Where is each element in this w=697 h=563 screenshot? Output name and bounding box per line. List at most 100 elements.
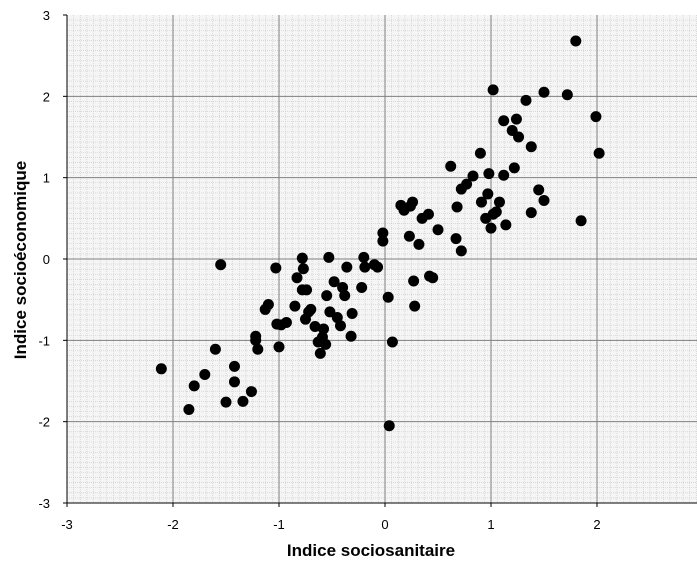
data-point (273, 341, 285, 353)
data-point (467, 170, 479, 182)
data-point (500, 219, 512, 231)
data-point (289, 300, 301, 312)
data-point (407, 196, 419, 208)
data-point (377, 227, 389, 239)
major-gridlines (67, 15, 697, 503)
data-point (314, 347, 326, 359)
data-point (575, 215, 587, 227)
data-point (262, 299, 274, 311)
x-tick-label: 2 (593, 517, 600, 532)
data-point (334, 320, 346, 332)
y-tick-label: -3 (38, 496, 50, 511)
data-point (508, 162, 520, 174)
y-tick-label: -1 (38, 333, 50, 348)
data-points (155, 35, 605, 432)
data-point (510, 113, 522, 125)
y-tick-label: 3 (43, 8, 50, 23)
data-point (228, 360, 240, 372)
data-point (474, 147, 486, 159)
data-point (237, 395, 249, 407)
data-point (346, 307, 358, 319)
x-tick-label: -3 (61, 517, 73, 532)
data-point (382, 291, 394, 303)
data-point (341, 261, 353, 273)
data-point (533, 184, 545, 196)
y-tick-label: 0 (43, 252, 50, 267)
data-point (498, 115, 510, 127)
data-point (525, 207, 537, 219)
data-point (297, 263, 309, 275)
data-point (513, 131, 525, 143)
data-point (339, 290, 351, 302)
data-point (318, 323, 330, 335)
data-point (199, 368, 211, 380)
data-point (377, 235, 389, 247)
data-point (413, 238, 425, 250)
data-point (228, 376, 240, 388)
data-point (303, 306, 315, 318)
data-point (280, 316, 292, 328)
data-point (296, 252, 308, 264)
data-point (328, 276, 340, 288)
data-point (561, 89, 573, 101)
data-point (155, 363, 167, 375)
data-point (252, 343, 264, 355)
y-tick-label: 1 (43, 171, 50, 186)
data-point (309, 321, 321, 333)
data-point (475, 196, 487, 208)
data-point (409, 300, 421, 312)
data-point (432, 224, 444, 236)
data-point (356, 281, 368, 293)
y-axis-title: Indice socioéconomique (11, 161, 30, 359)
data-point (372, 261, 384, 273)
data-point (485, 222, 497, 234)
data-point (324, 306, 336, 318)
data-point (520, 94, 532, 106)
data-point (316, 331, 328, 343)
data-point (570, 35, 582, 47)
x-tick-label: -2 (167, 517, 179, 532)
data-point (451, 201, 463, 213)
data-point (450, 233, 462, 245)
x-tick-label: 1 (487, 517, 494, 532)
data-point (455, 245, 467, 257)
data-point (408, 275, 420, 287)
data-point (403, 230, 415, 242)
data-point (301, 284, 313, 296)
data-point (245, 386, 257, 398)
data-point (291, 272, 303, 284)
x-axis-title: Indice sociosanitaire (287, 541, 455, 560)
data-point (345, 330, 357, 342)
data-point (386, 336, 398, 348)
data-point (427, 272, 439, 284)
y-tick-label: 2 (43, 89, 50, 104)
data-point (321, 290, 333, 302)
data-point (487, 84, 499, 96)
data-point (422, 208, 434, 220)
data-point (593, 147, 605, 159)
data-point (250, 330, 262, 342)
data-point (188, 380, 200, 392)
data-point (209, 343, 221, 355)
data-point (215, 259, 227, 271)
data-point (359, 261, 371, 273)
x-tick-label: 0 (381, 517, 388, 532)
data-point (383, 420, 395, 432)
data-point (483, 168, 495, 180)
data-point (220, 396, 232, 408)
data-point (590, 111, 602, 123)
x-tick-label: -1 (273, 517, 285, 532)
y-tick-labels: -3 -2 -1 0 1 2 3 (38, 8, 67, 511)
data-point (498, 169, 510, 181)
data-point (270, 262, 282, 274)
data-point (461, 178, 473, 190)
data-point (183, 403, 195, 415)
data-point (525, 141, 537, 153)
data-point (538, 194, 550, 206)
data-point (445, 160, 457, 172)
data-point (323, 251, 335, 263)
data-point (538, 86, 550, 98)
data-point (493, 196, 505, 208)
